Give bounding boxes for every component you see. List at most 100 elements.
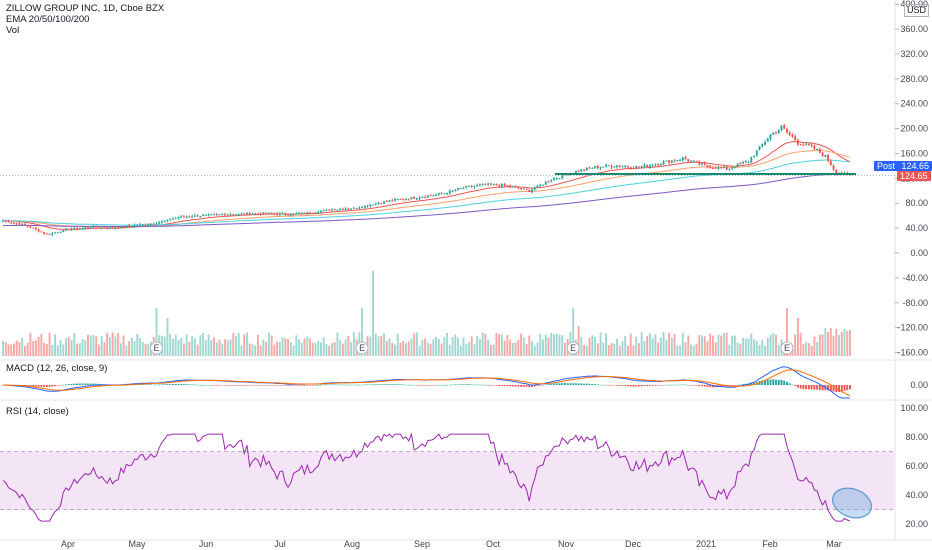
macd-hist-bar — [489, 385, 492, 386]
macd-hist-bar — [317, 384, 320, 386]
volume-bar — [218, 339, 221, 356]
candle-body — [15, 222, 18, 224]
price-axis-label: 80.00 — [905, 198, 928, 208]
volume-bar — [243, 334, 246, 356]
macd-hist-bar — [330, 384, 333, 386]
volume-bar — [51, 344, 54, 356]
candle-body — [59, 231, 62, 233]
volume-bar — [182, 343, 185, 356]
candle-body — [698, 161, 701, 165]
volume-bar — [361, 308, 364, 356]
volume-bar — [311, 342, 314, 356]
macd-hist-bar — [339, 384, 342, 386]
volume-bar — [539, 333, 542, 356]
macd-hist-bar — [602, 384, 605, 386]
vol-legend[interactable]: Vol — [6, 25, 20, 36]
volume-bar — [15, 340, 18, 356]
candle-body — [292, 213, 295, 215]
volume-bar — [531, 341, 533, 356]
candle-body — [363, 205, 366, 208]
candle-body — [468, 185, 470, 187]
time-axis-label: Sep — [414, 539, 430, 549]
macd-hist-bar — [344, 384, 347, 386]
candle-body — [229, 214, 232, 216]
candle-body — [583, 169, 586, 171]
candle-body — [133, 224, 136, 226]
volume-bar — [89, 335, 92, 356]
candle-body — [347, 208, 350, 210]
macd-hist-bar — [616, 385, 618, 386]
candle-body — [446, 193, 449, 195]
candle-body — [690, 160, 692, 162]
macd-hist-bar — [780, 379, 783, 385]
macd-hist-bar — [561, 383, 564, 385]
candle-body — [21, 223, 24, 225]
macd-hist-bar — [553, 383, 555, 385]
macd-hist-bar — [437, 384, 440, 386]
candle-body — [328, 209, 331, 211]
macd-hist-bar — [65, 384, 68, 385]
candle-body — [284, 213, 287, 215]
macd-axis-label: 0.00 — [910, 380, 928, 390]
earnings-marker-label: E — [570, 343, 576, 353]
macd-legend[interactable]: MACD (12, 26, close, 9) — [6, 363, 108, 374]
volume-bar — [739, 343, 742, 356]
candle-body — [794, 136, 797, 141]
volume-bar — [339, 339, 342, 356]
candle-body — [454, 190, 457, 192]
volume-bar — [333, 342, 336, 356]
macd-hist-bar — [37, 385, 40, 387]
volume-bar — [753, 339, 756, 356]
volume-bar — [180, 338, 183, 356]
candle-body — [591, 168, 594, 170]
volume-bar — [829, 328, 832, 356]
volume-bar — [722, 333, 725, 356]
candle-body — [344, 208, 347, 210]
rsi-legend[interactable]: RSI (14, close) — [6, 406, 69, 417]
volume-bar — [251, 344, 254, 356]
candle-body — [404, 198, 407, 200]
volume-bar — [226, 340, 229, 356]
volume-bar — [542, 339, 544, 356]
volume-bar — [591, 335, 594, 356]
candle-body — [744, 161, 747, 163]
rsi-annotation-circle — [832, 487, 872, 519]
macd-hist-bar — [777, 379, 780, 385]
volume-bar — [265, 341, 268, 356]
volume-bar — [235, 335, 237, 356]
candle-body — [185, 216, 188, 218]
volume-bar — [237, 332, 240, 356]
macd-hist-bar — [193, 384, 196, 386]
macd-hist-bar — [709, 385, 712, 388]
currency-badge[interactable]: USD — [904, 4, 930, 17]
volume-bar — [259, 345, 262, 356]
macd-hist-bar — [648, 385, 651, 386]
volume-bar — [462, 337, 465, 356]
candle-body — [747, 161, 750, 163]
macd-hist-bar — [45, 385, 48, 387]
symbol-title[interactable]: ZILLOW GROUP INC, 1D, Cboe BZX — [6, 3, 165, 14]
candle-body — [111, 227, 114, 229]
rsi-axis-label: 100.00 — [900, 403, 928, 413]
macd-hist-bar — [511, 385, 514, 387]
time-axis-label: Jun — [199, 539, 214, 549]
macd-hist-bar — [468, 384, 470, 385]
candle-body — [640, 166, 643, 168]
macd-hist-bar — [701, 385, 703, 387]
price-axis-label: 360.00 — [900, 24, 928, 34]
volume-bar — [692, 345, 695, 356]
macd-hist-bar — [265, 385, 268, 386]
macd-hist-bar — [742, 384, 745, 385]
volume-bar — [141, 341, 144, 356]
macd-hist-bar — [292, 385, 295, 386]
volume-bar — [287, 339, 290, 356]
candle-body — [451, 190, 454, 192]
candle-body — [679, 159, 682, 161]
ema-legend[interactable]: EMA 20/50/100/200 — [6, 14, 90, 25]
candle-body — [511, 186, 514, 188]
macd-hist-bar — [838, 385, 840, 392]
volume-bar — [246, 332, 248, 356]
volume-bar — [487, 339, 490, 356]
macd-hist-bar — [827, 385, 830, 391]
volume-bar — [643, 340, 646, 356]
